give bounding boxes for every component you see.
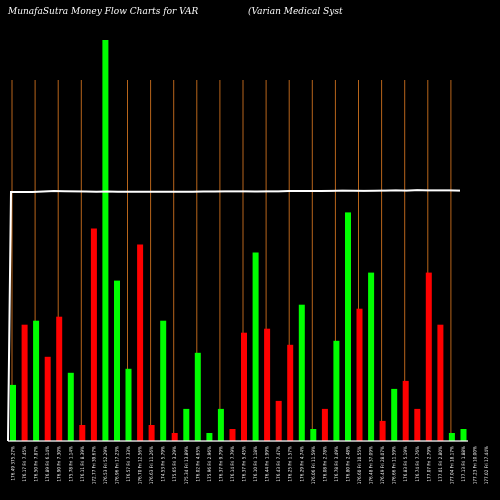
x-tick-label: 177.13 Fri 1.88% [461, 446, 466, 482]
bar [368, 272, 375, 441]
bar [310, 429, 317, 441]
x-tick-label: 175.78 Fri 1.14% [68, 446, 73, 482]
x-tick-label: 174.53 Fri 5.79% [161, 446, 166, 482]
bars [10, 40, 467, 442]
bar [217, 408, 224, 441]
bar [148, 425, 155, 441]
x-tick-label: 177.04 Fri 18.17% [449, 446, 454, 484]
bar [298, 304, 305, 441]
bar [102, 40, 109, 441]
bar [160, 320, 167, 441]
bar [137, 244, 144, 441]
bar [67, 372, 74, 441]
x-tick-label: 176.08 Fri 2.78% [322, 446, 327, 482]
bar [437, 324, 444, 441]
x-tick-label: 176.63 Fri 11.26% [149, 446, 154, 484]
bar [125, 368, 132, 441]
x-tick-label: 177.02 Fri 17.44% [484, 446, 489, 484]
x-tick-label: 176.48 Fri 37.09% [369, 446, 374, 484]
bar [171, 433, 178, 441]
bar [194, 352, 201, 441]
x-tick-label: 176.43 Fri 7.47% [276, 446, 281, 482]
bar [10, 384, 16, 441]
bar [414, 408, 421, 441]
x-tick-label: 177.23 Fri 10.00% [473, 446, 478, 484]
bar [21, 324, 28, 441]
money-flow-line [7, 189, 461, 442]
bar [79, 425, 86, 441]
x-tick-label: 176.02 Fri 4.65% [195, 446, 200, 482]
x-axis-tick-labels: 176.49 375.27% 176.17 Fri 7.45% 176.50 Fri… [11, 446, 490, 484]
x-tick-label: 176.11 Fri 8.39% [80, 446, 85, 482]
x-tick-label: 176.96 Fri 17.23% [115, 446, 120, 484]
chart-subtitle: (Varian Medical Syst [248, 6, 343, 17]
x-tick-label: 176.49 375.27% [11, 446, 16, 481]
x-tick-label: 176.78 Fri 3.49% [334, 446, 339, 482]
x-tick-label: 176.37 Fri 9.79% [218, 446, 223, 482]
bar [287, 344, 294, 441]
x-tick-label: 176.66 Fri 11.59% [392, 446, 397, 484]
bar [252, 252, 259, 441]
bar [275, 400, 282, 441]
bar [264, 328, 271, 441]
x-tick-label: 176.49 Fri 28.07% [380, 446, 385, 484]
x-tick-label: 177.07 Fri 2.79% [426, 446, 431, 482]
bar [90, 228, 97, 441]
bar [44, 356, 51, 441]
bar [333, 340, 340, 442]
x-tick-label: 176.74 Fri 7.76% [415, 446, 420, 482]
bar [402, 380, 409, 441]
bar [229, 429, 236, 441]
x-tick-label: 175.65 Fri 3.29% [172, 446, 177, 482]
x-tick-label: 176.60 Fri 10.55% [357, 446, 362, 484]
x-tick-label: 176.90 Fri 7.30% [57, 446, 62, 482]
x-tick-label: 176.14 Fri 7.79% [230, 446, 235, 482]
x-tick-label: 176.25 Fri 1.57% [288, 446, 293, 482]
x-tick-label: 175.34 Fri 13.89% [184, 446, 189, 484]
bar [56, 316, 63, 441]
x-tick-label: 176.53 Fri 52.29% [103, 446, 108, 484]
bar [33, 320, 40, 441]
x-tick-label: 176.50 Fri 7.87% [34, 446, 39, 482]
x-tick-label: 176.80 Fri 2.48% [346, 446, 351, 482]
bar [460, 429, 467, 441]
bar [356, 308, 363, 441]
x-tick-label: 176.83 Fri 5.19% [403, 446, 408, 482]
bar [345, 212, 351, 441]
x-tick-label: 176.57 Fri 7.33% [126, 446, 131, 482]
bar [448, 433, 455, 441]
x-tick-label: 176.44 Fri 1.99% [265, 446, 270, 482]
bar [391, 388, 398, 441]
x-tick-label: 176.17 Fri 7.45% [22, 446, 27, 482]
bar [321, 408, 328, 441]
x-tick-label: 175.96 Fri 2.96% [207, 446, 212, 482]
bar [241, 332, 247, 441]
x-tick-label: 176.10 Fri 1.18% [253, 446, 258, 482]
x-tick-label: 176.37 Fri 5.45% [242, 446, 247, 482]
x-tick-label: 176.06 Fri 11.59% [311, 446, 316, 484]
bar [425, 272, 432, 441]
x-tick-label: 177.01 Fri 2.80% [438, 446, 443, 482]
x-tick-label: 176.70 Fri 12.56% [138, 446, 143, 484]
bar [379, 420, 386, 441]
bar [183, 408, 190, 441]
x-tick-label: 176.89 Fri 6.14% [45, 446, 50, 482]
bar [206, 433, 213, 441]
x-tick-label: 172.77 Fri 39.67% [91, 446, 96, 484]
x-tick-label: 176.29 Fri 4.74% [299, 446, 304, 482]
bar [114, 280, 120, 441]
chart-title: MunafaSutra Money Flow Charts for VAR [7, 7, 199, 17]
